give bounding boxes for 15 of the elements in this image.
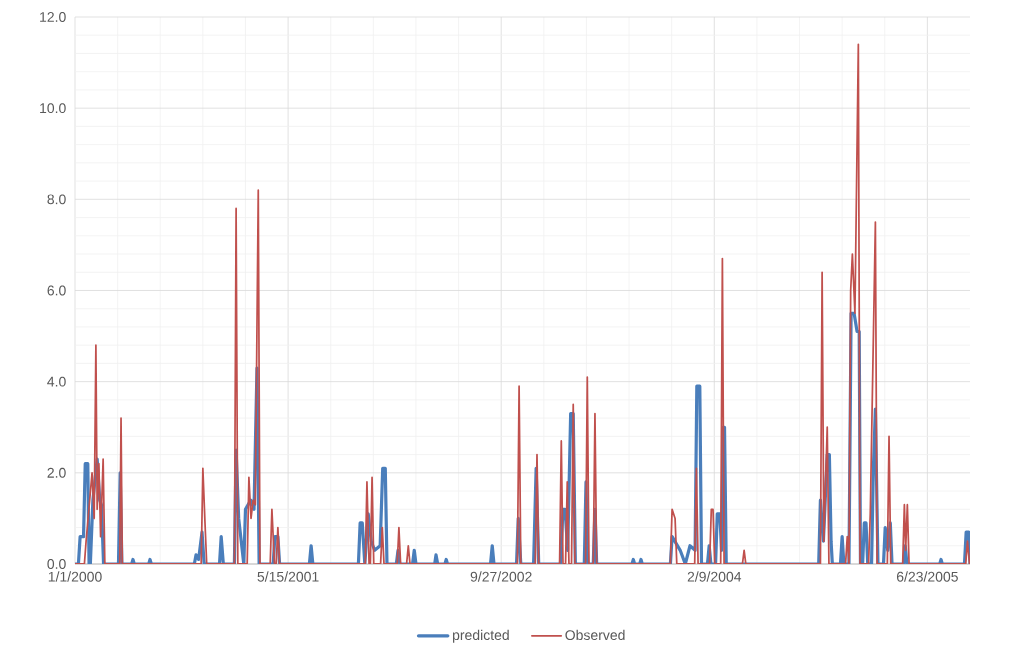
x-tick-label: 5/15/2001 <box>257 571 319 582</box>
y-tick-label: 8.0 <box>47 194 66 205</box>
y-tick-label: 6.0 <box>47 285 66 296</box>
x-tick-label: 9/27/2002 <box>470 571 532 582</box>
x-tick-label: 1/1/2000 <box>48 571 102 582</box>
y-tick-label: 10.0 <box>40 103 66 114</box>
y-tick-label: 4.0 <box>47 376 66 387</box>
legend-label: predicted <box>452 629 509 643</box>
line-series <box>75 43 970 564</box>
y-tick-label: 2.0 <box>47 467 66 478</box>
y-tick-label: 12.0 <box>40 12 66 22</box>
legend-label: Observed <box>565 629 625 641</box>
y-tick-label: 0.0 <box>47 559 66 569</box>
x-tick-label: 6/23/2005 <box>896 571 958 582</box>
x-tick-label: 2/9/2004 <box>687 571 742 582</box>
